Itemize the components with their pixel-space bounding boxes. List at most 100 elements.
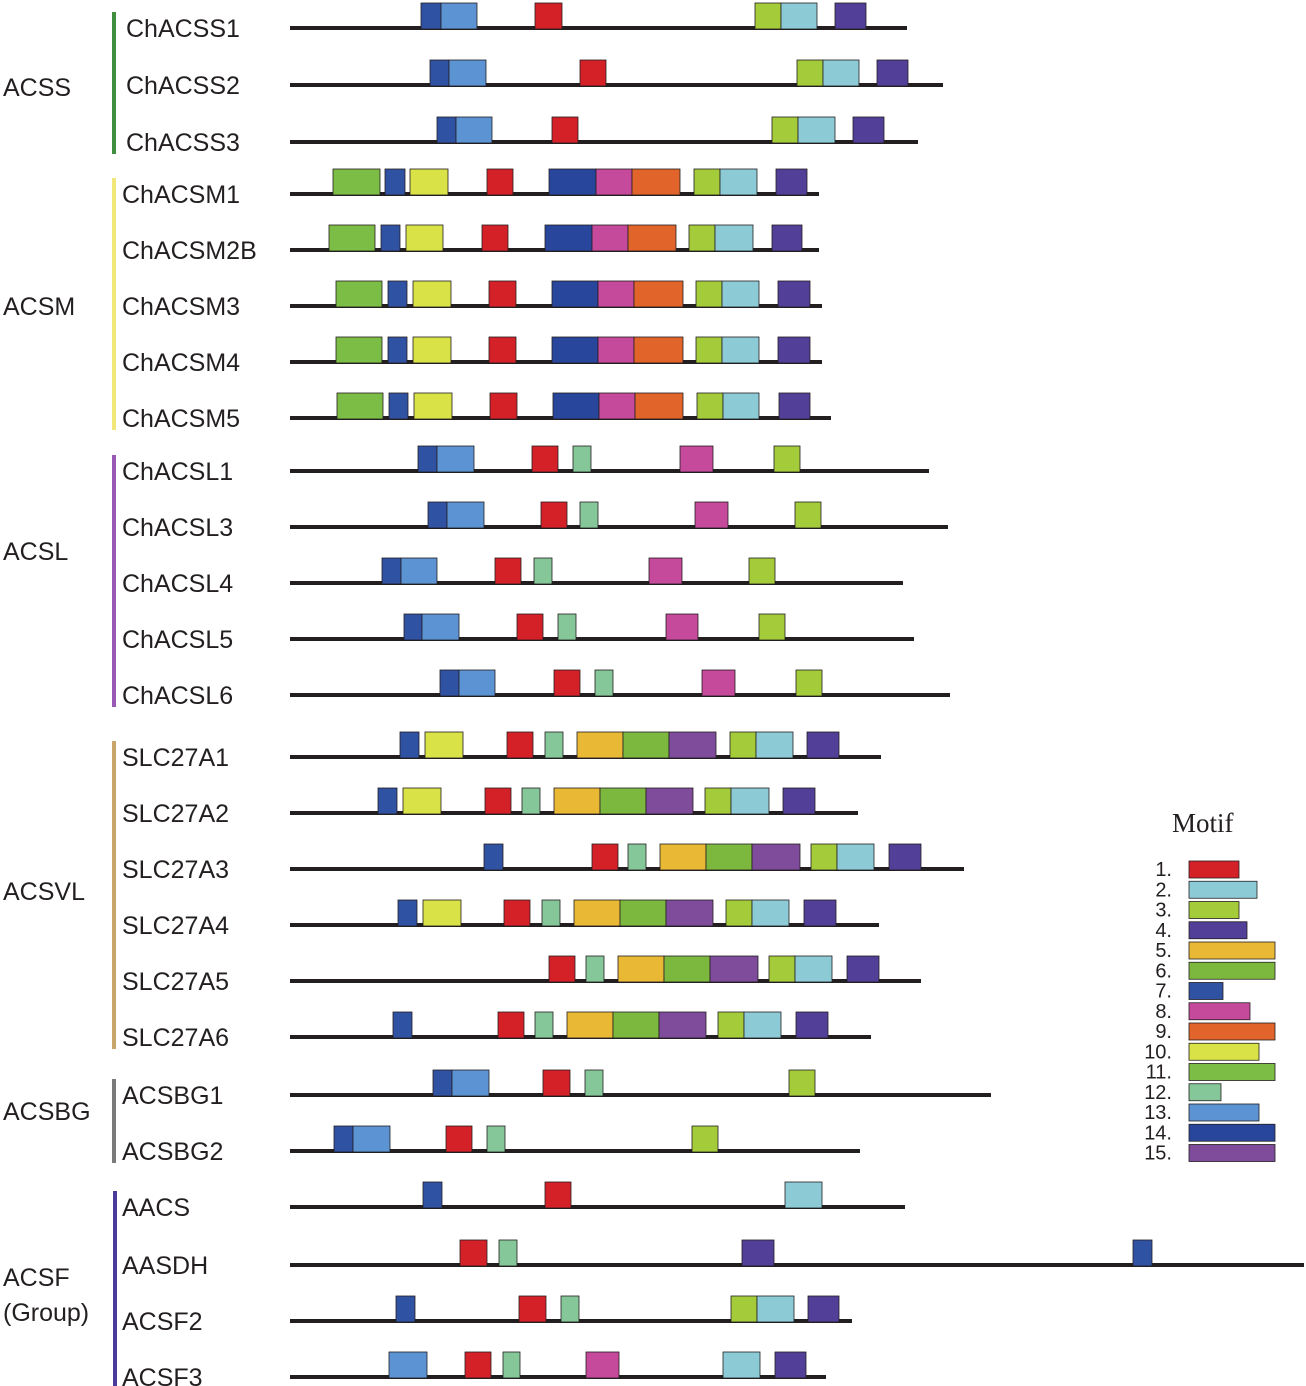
protein-label: ChACSL4 (122, 570, 233, 598)
motif-13-box (421, 613, 460, 641)
motif-1-box (591, 843, 619, 871)
motif-4-box (777, 336, 811, 364)
motif-5-box (553, 787, 601, 815)
motif-12-box (585, 955, 605, 983)
legend-swatch-motif-11 (1188, 1063, 1276, 1081)
legend-item: 8. (1155, 1001, 1251, 1023)
motif-3-box (695, 280, 723, 308)
legend-swatch-motif-3 (1188, 901, 1240, 919)
motif-8-box (648, 557, 683, 585)
protein-row: SLC27A1 (122, 731, 881, 772)
motif-4-box (782, 787, 816, 815)
motif-6-box (612, 1011, 660, 1039)
protein-row: ChACSM2B (122, 224, 819, 265)
motif-7-box (333, 1125, 354, 1153)
motif-7-box (392, 1011, 413, 1039)
motif-9-box (634, 392, 684, 420)
motif-4-box (852, 116, 885, 144)
motif-3-box (729, 731, 757, 759)
motif-3-box (773, 445, 801, 473)
motif-1-box (551, 116, 579, 144)
motif-3-box (691, 1125, 719, 1153)
motif-1-box (542, 1069, 571, 1097)
motif-13-box (388, 1351, 428, 1379)
protein-label: AASDH (122, 1252, 208, 1280)
motif-14-box (551, 280, 599, 308)
protein-row: ChACSS1 (126, 2, 907, 43)
motif-12-box (521, 787, 541, 815)
protein-row: SLC27A3 (122, 843, 964, 884)
protein-label: ACSF2 (122, 1308, 203, 1336)
legend-item-label: 4. (1155, 920, 1172, 942)
protein-label: SLC27A4 (122, 912, 229, 940)
protein-label: ChACSL3 (122, 514, 233, 542)
motif-9-box (631, 168, 681, 196)
motif-2-box (722, 1351, 761, 1379)
motif-2-box (743, 1011, 782, 1039)
protein-row: ChACSL6 (122, 669, 950, 710)
motif-7-box (377, 787, 398, 815)
motif-1-box (548, 955, 576, 983)
motif-7-box (417, 445, 438, 473)
legend-swatch-motif-5 (1188, 941, 1276, 960)
protein-label: SLC27A5 (122, 968, 229, 996)
protein-label: ACSF3 (122, 1364, 203, 1386)
motif-2-box (836, 843, 875, 871)
protein-label: AACS (122, 1194, 190, 1222)
motif-3-box (695, 336, 723, 364)
motif-7-box (483, 843, 504, 871)
motif-7-box (422, 1181, 443, 1209)
motif-9-box (633, 336, 684, 364)
motif-7-box (436, 116, 457, 144)
groups-layer: ACSS ChACSS1 ChACSS2 ChACSS3 ACSM ChACSM1 ChAC… (3, 2, 1304, 1386)
group-label: ACSF (3, 1264, 70, 1292)
legend-item-label: 15. (1144, 1143, 1172, 1165)
protein-row: ACSBG1 (122, 1069, 991, 1110)
motif-2-box (751, 899, 790, 927)
motif-15-box (658, 1011, 707, 1039)
protein-label: ChACSL5 (122, 626, 233, 654)
legend-swatch-motif-2 (1188, 880, 1258, 899)
motif-14-box (548, 168, 597, 196)
protein-row: AASDH (122, 1239, 1304, 1280)
legend-swatch-motif-7 (1188, 982, 1224, 1000)
legend-swatch-motif-13 (1188, 1103, 1260, 1122)
legend-item-label: 3. (1155, 900, 1172, 922)
legend-item: 1. (1155, 859, 1240, 881)
legend-item-label: 10. (1144, 1041, 1172, 1063)
motif-13-box (458, 669, 496, 697)
protein-row: ChACSM5 (122, 392, 831, 433)
legend-item: 10. (1144, 1041, 1260, 1063)
protein-label: SLC27A2 (122, 800, 229, 828)
legend-item: 5. (1155, 940, 1276, 962)
legend-item-label: 2. (1155, 879, 1172, 901)
legend-swatch-motif-1 (1188, 860, 1240, 879)
motif-7-box (427, 501, 448, 529)
motif-11-box (335, 280, 383, 308)
motif-13-box (448, 59, 487, 87)
protein-label: ChACSM3 (122, 293, 240, 321)
protein-label: ACSBG2 (122, 1138, 223, 1166)
protein-row: SLC27A5 (122, 955, 921, 996)
motif-8-box (591, 224, 629, 252)
motif-7-box (439, 669, 460, 697)
motif-12-box (502, 1351, 521, 1379)
motif-6-box (599, 787, 647, 815)
legend-swatch-motif-15 (1188, 1144, 1276, 1162)
protein-label: ChACSM1 (122, 181, 240, 209)
motif-1-box (553, 669, 581, 697)
group-label: ACSBG (3, 1098, 91, 1126)
motif-12-box (486, 1125, 506, 1153)
motif-12-box (627, 843, 647, 871)
motif-3-box (748, 557, 776, 585)
motif-3-box (704, 787, 732, 815)
motif-2-box (780, 2, 818, 30)
motif-1-box (489, 392, 518, 420)
motif-legend: Motif1.2.3.4.5.6.7.8.9.10.11.12.13.14.15… (1144, 808, 1276, 1165)
legend-item: 4. (1155, 920, 1248, 942)
motif-7-box (429, 59, 450, 87)
motif-12-box (533, 557, 553, 585)
motif-9-box (633, 280, 684, 308)
motif-3-box (696, 392, 724, 420)
motif-15-box (668, 731, 717, 759)
